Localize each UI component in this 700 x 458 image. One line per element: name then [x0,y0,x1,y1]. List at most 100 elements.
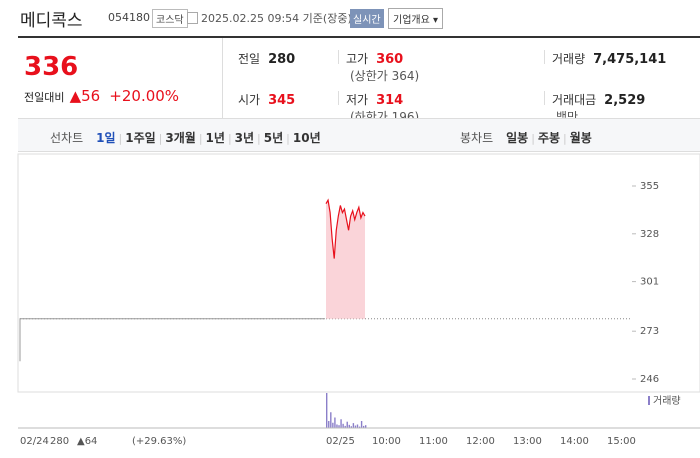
stat: 전일 280 [238,50,295,67]
volume-bar [344,425,346,428]
stat-value: 360 [376,52,404,67]
tab-separator[interactable]: | [198,132,203,145]
stat: 고가 360 (상한가 364) [346,50,419,84]
volume-bar [356,424,359,428]
tab-item[interactable]: 10년 [292,131,321,145]
change: ▲56 [69,87,101,105]
tab-item[interactable]: 일봉 [506,131,529,145]
tab-separator[interactable]: | [118,132,123,145]
footer-rate: (+29.63%) [132,436,186,447]
chart: 355 328 301 273 246 거래량 02/24 02/25 10:00 11:00 12… [17,153,700,447]
volume-bar [328,421,330,428]
line-tabs: 선차트 1일 | 1주일 | 3개월 | 1년 | 3년 | 5년 | 10년 [50,127,324,146]
tab-item[interactable]: 1일 [96,131,116,145]
price-area [326,200,365,319]
y-tick-label: 301 [640,277,659,288]
footer-change: ▲64 [77,436,97,447]
volume-bar [346,421,348,428]
stat: 시가 345 [238,91,295,108]
stock-name: 메디콕스 [20,11,83,31]
volume-legend-swatch [648,396,650,405]
stat-value: 7,475,141 [593,52,667,67]
tab-item[interactable]: 월봉 [569,131,592,145]
tab-group-label[interactable]: 봉차트 [460,131,494,145]
stat-divider [544,91,545,105]
tab-separator[interactable]: | [563,132,567,145]
stat-divider [338,50,339,64]
stat-label: 고가 [346,52,369,66]
dropdown-text: 기업개요 [393,15,430,26]
volume-bar [362,425,365,428]
stat-value: 2,529 [604,93,646,108]
change-row: 전일대비 ▲56 +20.00% [24,86,179,105]
stat-value: 314 [376,93,404,108]
x-tick-label: 15:00 [607,436,636,447]
stat-label: 거래량 [552,52,586,66]
volume-bar [360,421,363,428]
company-dropdown[interactable]: 기업개요 ▾ [388,8,444,29]
stat: 거래량 7,475,141 [552,50,666,67]
tab-item[interactable]: 5년 [263,131,284,145]
stat-label: 거래대금 [552,93,597,107]
volume-bar [348,424,350,428]
tab-separator[interactable]: | [286,132,290,145]
tab-item[interactable]: 1년 [205,131,225,145]
x-tick-label: 14:00 [560,436,589,447]
volume-legend: 거래량 [653,395,681,407]
x-tick-label: 10:00 [372,436,401,447]
tab-item[interactable]: 주봉 [537,131,561,145]
volume-bar [336,424,338,428]
stock-code: 054180 [108,11,150,24]
footer-price: 280 [50,436,69,447]
market-badge: 코스닥 [152,9,188,28]
stat-divider [544,50,545,64]
price-line [19,318,325,362]
volume-bar [352,423,355,428]
stat-label: 시가 [238,93,261,107]
tab-item[interactable]: 3개월 [165,131,196,145]
volume-bar [365,425,367,428]
y-tick-label: 328 [640,229,659,240]
x-tick-label: 12:00 [466,436,495,447]
volume-bar [340,419,342,428]
realtime-button[interactable]: 실시간 [350,9,384,28]
y-tick-label: 355 [640,181,659,192]
tab-separator[interactable]: | [227,132,232,145]
timestamp: 2025.02.25 09:54 기준(장중) [201,12,352,25]
x-tick-label: 13:00 [513,436,542,447]
volume-bar [326,393,328,428]
volume-bar [350,426,353,428]
tab-item[interactable]: 3년 [234,131,255,145]
stat: 거래대금 2,529 백만 [552,91,645,125]
stat-label: 저가 [346,93,369,107]
stat-label: 전일 [238,52,261,66]
y-tick-label: 273 [640,326,659,337]
change-rate: +20.00% [109,87,180,105]
change-label: 전일대비 [24,91,65,104]
candle-tabs: 봉차트 일봉 | 주봉 | 월봉 [460,127,595,146]
tab-separator[interactable]: | [531,132,535,145]
x-tick-label: 02/25 [326,436,355,447]
volume-bar [358,426,361,428]
stat-note: (상한가 364) [350,69,420,83]
tab-item[interactable]: 1주일 [125,131,156,145]
volume-bar [332,422,334,428]
price: 336 [24,52,78,82]
volume-bar [330,412,332,428]
stat-divider [338,91,339,105]
tab-group-label[interactable]: 선차트 [50,131,84,145]
x-tick-label: 11:00 [419,436,448,447]
volume-bar [354,425,357,428]
tab-bar [18,118,700,152]
top-border [18,36,700,38]
x-tick-label: 02/24 [20,436,49,447]
price-line [325,198,366,259]
stat-value: 345 [268,93,296,108]
tab-separator[interactable]: | [257,132,261,145]
divider [222,38,223,118]
volume-bar [338,425,340,428]
tab-separator[interactable]: | [158,132,163,145]
volume-bar [334,417,336,428]
y-tick-label: 246 [640,374,659,385]
